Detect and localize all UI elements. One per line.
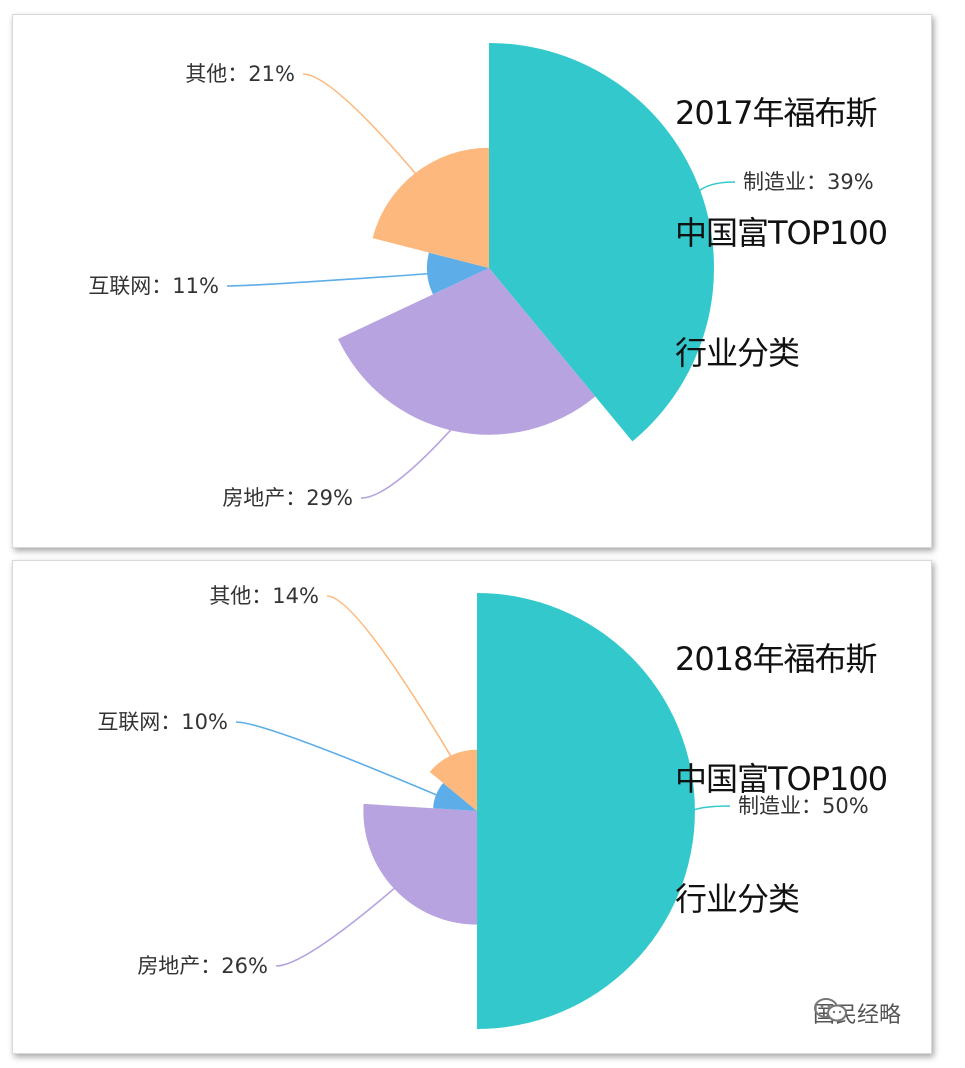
- chart-title-line: 行业分类: [675, 334, 800, 372]
- leader-line-1: [696, 181, 736, 194]
- pie-slice-3: [433, 783, 477, 811]
- pie-slice-1: [489, 43, 715, 442]
- chart-title-2018: 2018年福布斯 中国富TOP100 行业分类: [675, 569, 925, 989]
- chart-title-line: 中国富TOP100: [675, 214, 888, 252]
- pie-slice-2: [338, 268, 596, 435]
- pie-slice-2: [363, 803, 477, 925]
- pie-slice-1: [477, 593, 695, 1029]
- pie-slice-4: [429, 749, 477, 811]
- chart-title-2017: 2017年福布斯 中国富TOP100 行业分类: [675, 23, 925, 443]
- leader-line-4: [326, 595, 454, 760]
- pie-slice-3: [426, 252, 489, 295]
- slice-label-2: 房地产：26%: [137, 954, 268, 978]
- slice-label-1: 制造业：50%: [738, 794, 869, 818]
- slice-label-4: 其他：21%: [185, 62, 295, 86]
- watermark: 国民经略: [813, 997, 901, 1029]
- chart-panel-2017: 制造业：39% 房地产：29% 互联网：11% 其他：21% 2017年福布斯 中国富…: [12, 14, 932, 548]
- chart-panel-2018: 制造业：50% 房地产：26% 互联网：10% 其他：14% 2018年福布斯 中国富…: [12, 560, 932, 1054]
- leader-line-1: [690, 805, 731, 812]
- slice-label-3: 互联网：10%: [97, 710, 228, 734]
- leader-line-4: [302, 73, 419, 177]
- leader-line-3: [226, 272, 432, 287]
- chart-title-line: 2017年福布斯: [675, 94, 877, 132]
- chart-title-line: 2018年福布斯: [675, 640, 877, 678]
- leader-line-2: [275, 885, 398, 967]
- rose-chart-2018: 制造业：50% 房地产：26% 互联网：10% 其他：14%: [97, 584, 869, 1029]
- slice-label-3: 互联网：11%: [88, 274, 219, 298]
- wechat-icon: [813, 998, 847, 1022]
- chart-title-line: 行业分类: [675, 880, 800, 918]
- leader-line-2: [360, 426, 455, 499]
- slice-label-4: 其他：14%: [209, 584, 319, 608]
- rose-chart-2017: 制造业：39% 房地产：29% 互联网：11% 其他：21%: [88, 43, 874, 510]
- leader-line-3: [235, 721, 441, 798]
- slice-label-1: 制造业：39%: [743, 170, 874, 194]
- slice-label-2: 房地产：29%: [222, 486, 353, 510]
- pie-slice-4: [372, 147, 489, 268]
- chart-title-line: 中国富TOP100: [675, 760, 888, 798]
